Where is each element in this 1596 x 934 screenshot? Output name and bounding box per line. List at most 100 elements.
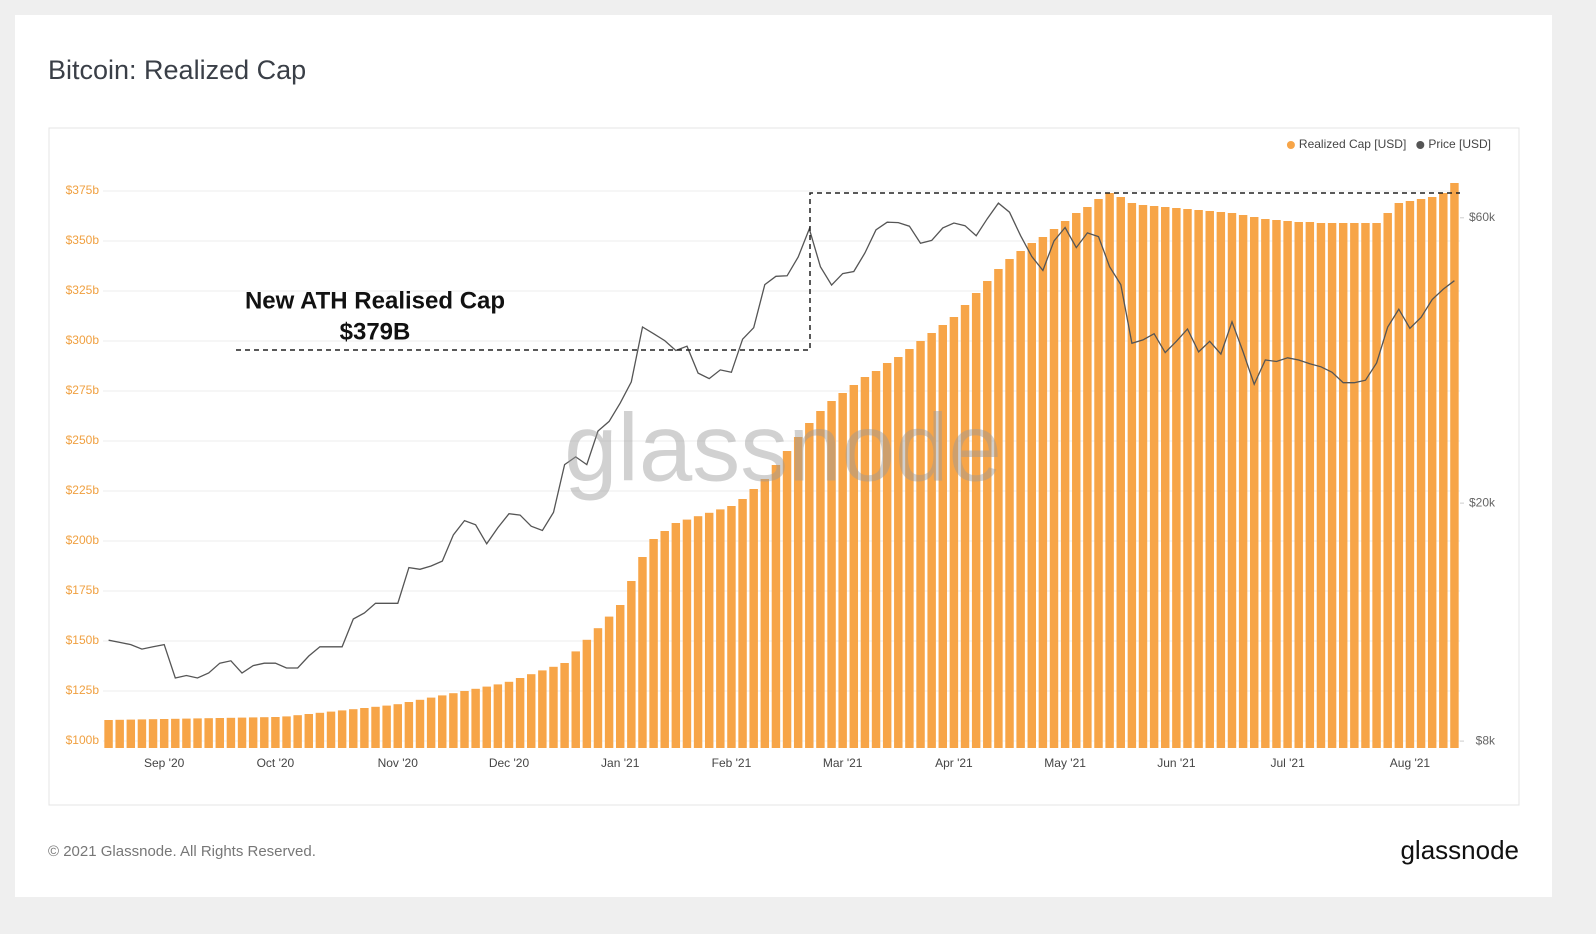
- bar: [693, 516, 703, 748]
- x-tick-label: Apr '21: [935, 756, 973, 770]
- bar: [1249, 217, 1259, 748]
- bar: [415, 699, 425, 748]
- bar: [426, 697, 436, 748]
- bar: [760, 479, 770, 748]
- bar: [916, 341, 925, 748]
- bar: [1327, 223, 1337, 748]
- bar: [1138, 205, 1148, 748]
- bar: [1316, 223, 1326, 748]
- x-tick-label: Mar '21: [823, 756, 863, 770]
- x-tick-label: Jan '21: [601, 756, 640, 770]
- bar: [1350, 223, 1359, 748]
- bar: [983, 281, 992, 748]
- bar: [404, 702, 414, 748]
- bar: [871, 371, 881, 748]
- y-tick-label: $225b: [66, 483, 100, 497]
- bar: [1405, 201, 1415, 748]
- bar: [682, 519, 692, 748]
- plot: $100b $125b $150b $175b $200b $225b $250b $275b…: [66, 183, 1496, 770]
- bar: [738, 499, 747, 748]
- bar: [159, 719, 169, 748]
- bar: [1227, 213, 1237, 748]
- y-tick-label: $350b: [66, 233, 100, 247]
- bar: [793, 437, 803, 748]
- chart-title: Bitcoin: Realized Cap: [48, 55, 306, 85]
- chart-frame: [48, 127, 1520, 806]
- legend-label: Realized Cap [USD]: [1299, 137, 1406, 151]
- bar: [649, 539, 658, 748]
- bar: [282, 716, 291, 748]
- bar: [1005, 259, 1014, 748]
- bar: [749, 489, 758, 748]
- bar: [971, 293, 981, 748]
- bar: [1294, 222, 1303, 748]
- bar: [838, 393, 847, 748]
- bar: [582, 639, 592, 748]
- bar: [1172, 208, 1181, 748]
- bar: [171, 718, 180, 748]
- bar: [504, 681, 514, 748]
- bar: [349, 709, 358, 748]
- bar: [627, 581, 636, 748]
- bar: [1127, 203, 1137, 748]
- bar: [927, 333, 936, 748]
- annotation: $379B: [340, 318, 411, 345]
- bar: [816, 411, 825, 748]
- bar: [571, 651, 580, 748]
- bar: [671, 523, 681, 748]
- y-tick-label: $325b: [66, 283, 100, 297]
- bar: [1149, 206, 1159, 748]
- bar: [460, 691, 469, 748]
- bar: [1394, 203, 1404, 748]
- bar: [393, 704, 402, 748]
- legend-label: Price [USD]: [1428, 137, 1491, 151]
- bar: [1016, 251, 1025, 748]
- bar: [515, 678, 525, 748]
- bar: [805, 423, 814, 748]
- bar: [560, 663, 569, 748]
- x-tick-label: Oct '20: [257, 756, 295, 770]
- y-tick-label: $125b: [66, 683, 100, 697]
- bar: [1161, 207, 1170, 748]
- y2-tick-label: $20k: [1469, 495, 1496, 509]
- y-tick-label: $375b: [66, 183, 100, 197]
- bar: [182, 718, 191, 748]
- bar: [704, 512, 714, 748]
- y-tick-label: $200b: [66, 533, 100, 547]
- bar: [1205, 211, 1214, 748]
- bar: [1238, 215, 1248, 748]
- bar: [1094, 199, 1103, 748]
- bar: [882, 363, 892, 748]
- bar: [960, 305, 970, 748]
- bar: [660, 531, 669, 748]
- bar: [860, 377, 870, 748]
- bar: [1272, 220, 1281, 748]
- x-tick-label: Sep '20: [144, 756, 185, 770]
- bar: [1194, 210, 1203, 748]
- bar: [315, 712, 325, 748]
- y-tick-label: $250b: [66, 433, 100, 447]
- bar: [949, 317, 959, 748]
- bar: [137, 719, 147, 748]
- y2-tick-label: $60k: [1469, 210, 1496, 224]
- bar: [1216, 212, 1226, 748]
- bar: [237, 717, 247, 748]
- bar: [493, 684, 503, 748]
- bar: [271, 717, 280, 748]
- bar: [1261, 219, 1270, 748]
- bar: [1416, 199, 1426, 748]
- bar: [1305, 222, 1315, 748]
- bar: [1372, 223, 1381, 748]
- bar: [293, 715, 302, 748]
- x-tick-label: Dec '20: [489, 756, 530, 770]
- bar: [215, 718, 225, 748]
- bar: [360, 708, 369, 748]
- bar: [260, 717, 269, 748]
- bar: [1183, 209, 1192, 748]
- y-tick-label: $275b: [66, 383, 100, 397]
- bar: [104, 720, 113, 748]
- bar: [527, 674, 536, 748]
- bar: [449, 693, 458, 748]
- x-tick-label: Nov '20: [378, 756, 419, 770]
